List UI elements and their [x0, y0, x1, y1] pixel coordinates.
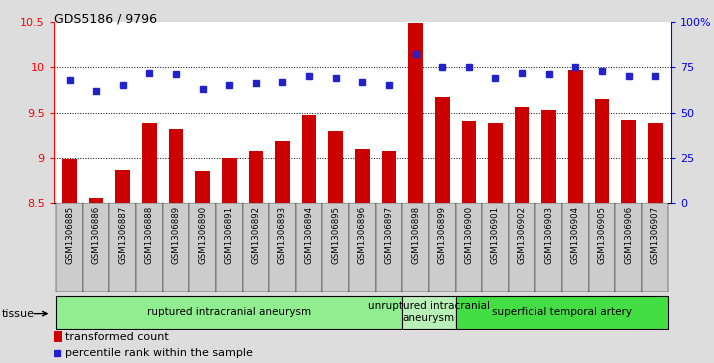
- Text: GSM1306890: GSM1306890: [198, 206, 207, 264]
- Bar: [456, 203, 482, 292]
- Bar: [216, 203, 243, 292]
- Bar: [402, 203, 429, 292]
- Bar: [488, 122, 503, 203]
- Text: GSM1306898: GSM1306898: [411, 206, 420, 264]
- Bar: [461, 121, 476, 203]
- Bar: [62, 159, 77, 203]
- Bar: [269, 203, 296, 292]
- Text: GSM1306885: GSM1306885: [65, 206, 74, 264]
- Bar: [509, 203, 536, 292]
- Text: ruptured intracranial aneurysm: ruptured intracranial aneurysm: [147, 307, 311, 317]
- Bar: [648, 123, 663, 203]
- Bar: [275, 141, 290, 203]
- Text: GSM1306886: GSM1306886: [91, 206, 101, 264]
- Text: GSM1306887: GSM1306887: [119, 206, 127, 264]
- Text: GSM1306901: GSM1306901: [491, 206, 500, 264]
- Bar: [568, 70, 583, 203]
- FancyBboxPatch shape: [456, 296, 668, 329]
- Bar: [482, 203, 509, 292]
- Bar: [355, 149, 370, 203]
- Bar: [136, 203, 163, 292]
- Text: GSM1306891: GSM1306891: [225, 206, 233, 264]
- Bar: [302, 115, 316, 203]
- Text: transformed count: transformed count: [65, 331, 169, 342]
- Bar: [54, 331, 61, 342]
- Text: superficial temporal artery: superficial temporal artery: [492, 307, 632, 317]
- Text: GSM1306896: GSM1306896: [358, 206, 367, 264]
- Text: GSM1306905: GSM1306905: [598, 206, 606, 264]
- Bar: [621, 120, 636, 203]
- Bar: [222, 158, 236, 203]
- Text: GSM1306895: GSM1306895: [331, 206, 341, 264]
- Bar: [408, 23, 423, 203]
- Bar: [349, 203, 376, 292]
- Bar: [435, 97, 450, 203]
- Bar: [89, 198, 104, 203]
- Bar: [109, 203, 136, 292]
- Text: tissue: tissue: [1, 309, 34, 319]
- Bar: [323, 203, 349, 292]
- Bar: [382, 151, 396, 203]
- Bar: [142, 123, 156, 203]
- Text: GSM1306888: GSM1306888: [145, 206, 154, 264]
- Text: GSM1306900: GSM1306900: [464, 206, 473, 264]
- Bar: [163, 203, 189, 292]
- Text: GSM1306907: GSM1306907: [650, 206, 660, 264]
- Bar: [169, 129, 183, 203]
- Text: GSM1306889: GSM1306889: [171, 206, 181, 264]
- Bar: [243, 203, 269, 292]
- Text: GSM1306904: GSM1306904: [570, 206, 580, 264]
- Bar: [83, 203, 109, 292]
- Bar: [196, 171, 210, 203]
- Bar: [248, 151, 263, 203]
- FancyBboxPatch shape: [402, 296, 456, 329]
- Bar: [615, 203, 642, 292]
- Bar: [642, 203, 668, 292]
- FancyBboxPatch shape: [56, 296, 402, 329]
- Text: GDS5186 / 9796: GDS5186 / 9796: [54, 13, 156, 26]
- Text: GSM1306899: GSM1306899: [438, 206, 447, 264]
- Bar: [376, 203, 402, 292]
- Bar: [536, 203, 562, 292]
- Bar: [541, 110, 556, 203]
- Text: GSM1306897: GSM1306897: [384, 206, 393, 264]
- Text: GSM1306903: GSM1306903: [544, 206, 553, 264]
- Text: GSM1306902: GSM1306902: [518, 206, 527, 264]
- Text: percentile rank within the sample: percentile rank within the sample: [65, 348, 253, 358]
- Bar: [515, 107, 529, 203]
- Text: GSM1306893: GSM1306893: [278, 206, 287, 264]
- Bar: [189, 203, 216, 292]
- Bar: [429, 203, 456, 292]
- Text: GSM1306894: GSM1306894: [305, 206, 313, 264]
- Bar: [296, 203, 323, 292]
- Text: GSM1306906: GSM1306906: [624, 206, 633, 264]
- Text: unruptured intracranial
aneurysm: unruptured intracranial aneurysm: [368, 301, 490, 323]
- Bar: [56, 203, 83, 292]
- Text: GSM1306892: GSM1306892: [251, 206, 261, 264]
- Bar: [116, 170, 130, 203]
- Bar: [562, 203, 588, 292]
- Bar: [588, 203, 615, 292]
- Bar: [595, 99, 609, 203]
- Bar: [328, 131, 343, 203]
